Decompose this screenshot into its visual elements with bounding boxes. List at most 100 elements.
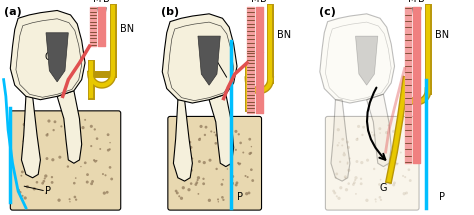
Text: BN: BN (277, 30, 292, 40)
Point (384, 124, 392, 127)
Text: (b): (b) (161, 7, 179, 17)
FancyBboxPatch shape (168, 117, 262, 210)
Polygon shape (57, 91, 82, 163)
Point (63, 137, 71, 141)
Point (357, 177, 365, 181)
Point (40, 180, 47, 183)
Point (244, 175, 251, 179)
Point (343, 188, 350, 191)
Point (405, 151, 412, 155)
Point (232, 183, 240, 187)
Point (236, 162, 243, 166)
Point (79, 126, 87, 129)
Point (44, 132, 52, 136)
Point (20, 140, 27, 143)
Point (189, 157, 196, 160)
Point (357, 182, 365, 186)
Point (393, 162, 401, 166)
Point (174, 176, 182, 179)
Point (15, 189, 22, 192)
Point (48, 175, 56, 179)
Point (406, 179, 414, 182)
Point (91, 158, 98, 162)
Point (201, 161, 208, 164)
Point (333, 172, 340, 176)
Point (403, 137, 411, 141)
Point (106, 166, 114, 169)
Point (71, 126, 79, 130)
Polygon shape (21, 96, 40, 178)
Text: M: M (408, 0, 417, 4)
Point (84, 173, 91, 176)
Point (102, 174, 109, 177)
Point (175, 195, 183, 198)
Point (64, 165, 72, 168)
Point (96, 147, 104, 151)
Point (185, 188, 193, 191)
Text: M: M (93, 0, 101, 4)
Polygon shape (10, 11, 85, 100)
Point (364, 158, 371, 162)
Point (91, 128, 99, 131)
Point (376, 131, 384, 135)
Point (219, 127, 226, 131)
Point (71, 122, 79, 125)
Point (193, 181, 201, 184)
Point (358, 161, 365, 164)
Point (333, 195, 341, 198)
Point (196, 137, 204, 140)
Point (201, 133, 209, 137)
Point (200, 182, 208, 186)
Point (377, 178, 384, 181)
Point (50, 128, 57, 132)
Point (233, 181, 241, 184)
Point (187, 146, 195, 149)
Text: M: M (251, 0, 259, 4)
Point (184, 175, 191, 179)
Point (108, 177, 116, 181)
Point (197, 125, 205, 128)
Point (229, 182, 237, 185)
Point (351, 178, 359, 182)
Point (359, 133, 366, 137)
Point (385, 164, 392, 167)
Point (183, 153, 191, 157)
Polygon shape (173, 100, 192, 181)
Point (82, 161, 89, 164)
Point (344, 162, 351, 166)
Point (172, 189, 180, 193)
Point (345, 169, 353, 172)
Point (376, 127, 383, 131)
Point (183, 151, 191, 154)
Point (20, 123, 28, 126)
Point (235, 161, 242, 165)
Point (354, 137, 361, 140)
Point (186, 162, 194, 166)
Point (213, 167, 220, 171)
Point (19, 194, 27, 198)
Point (71, 195, 79, 199)
Point (210, 131, 218, 134)
Point (340, 153, 348, 157)
Point (335, 128, 342, 131)
Point (355, 125, 363, 128)
Point (401, 192, 408, 195)
Point (352, 192, 360, 196)
Point (106, 148, 113, 151)
Point (55, 198, 63, 202)
Point (247, 168, 255, 171)
Text: BN: BN (435, 30, 449, 40)
Point (399, 174, 407, 178)
Point (77, 165, 85, 168)
Point (225, 131, 233, 134)
Point (39, 181, 46, 185)
Point (43, 157, 51, 160)
Point (186, 140, 194, 144)
Point (178, 197, 185, 200)
Point (337, 186, 345, 189)
Point (187, 169, 195, 172)
Point (33, 166, 41, 170)
Point (61, 126, 69, 129)
Point (352, 176, 360, 180)
Point (351, 181, 358, 184)
